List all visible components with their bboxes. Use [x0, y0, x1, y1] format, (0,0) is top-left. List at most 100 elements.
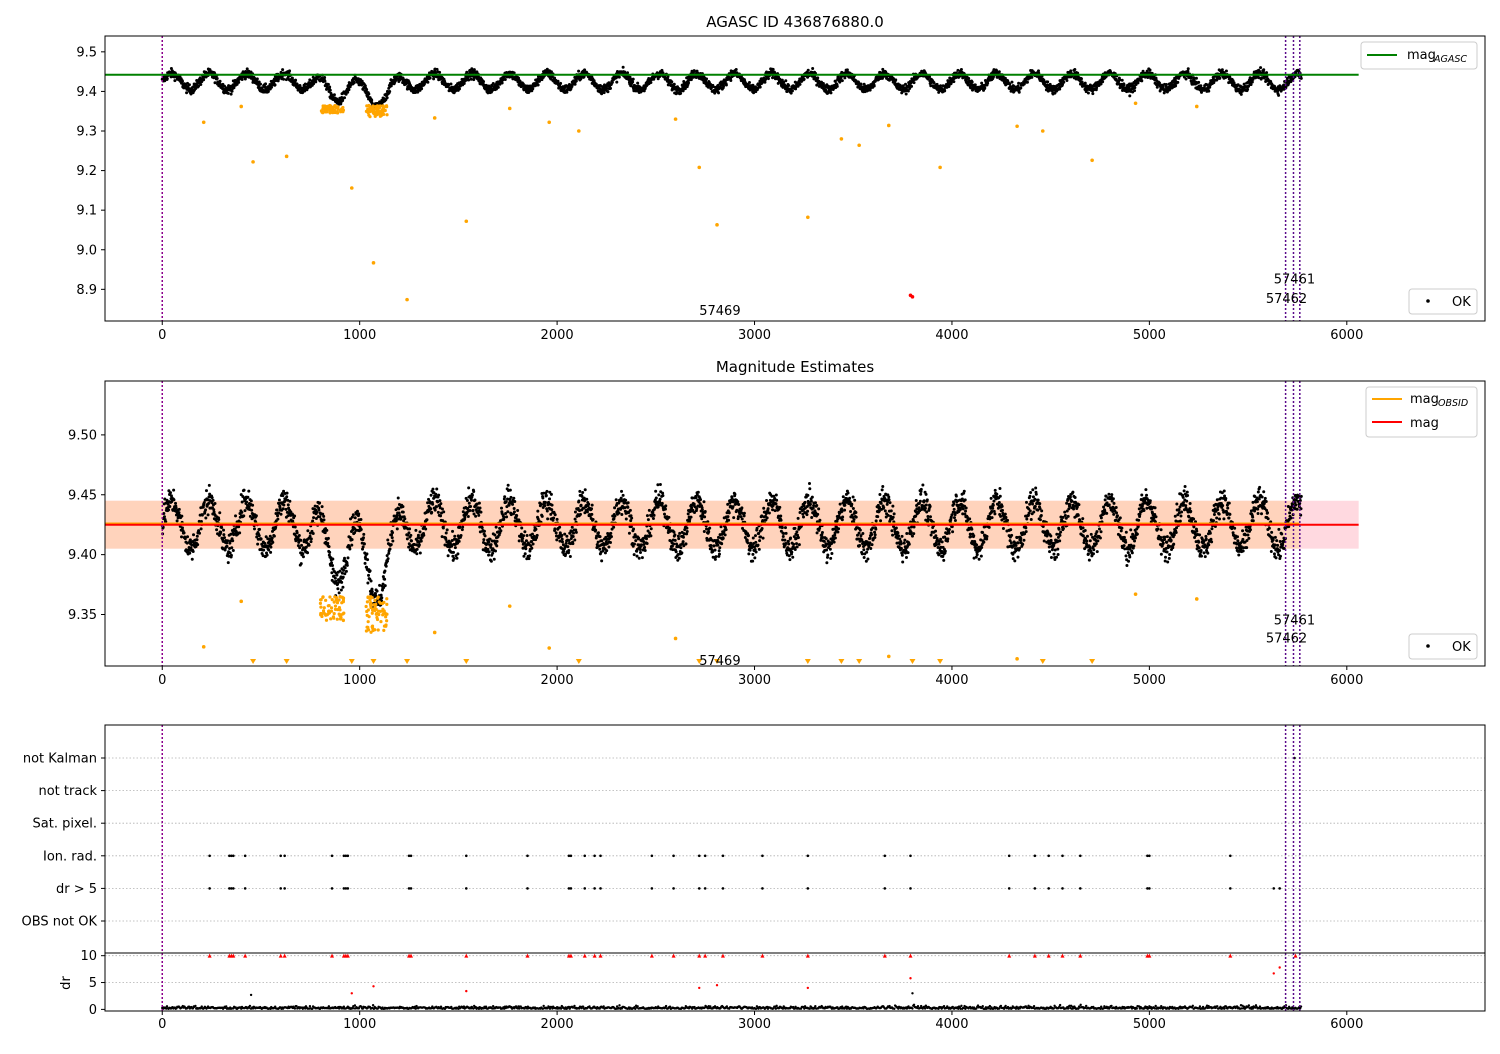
magnitude-ok-point [250, 509, 253, 512]
agasc-ok-point [1026, 81, 1029, 84]
agasc-ok-point [974, 83, 977, 86]
magnitude-ok-point [316, 511, 319, 514]
agasc-ok-point [237, 81, 240, 84]
agasc-ok-point [649, 81, 652, 84]
magnitude-ok-point [237, 525, 240, 528]
magnitude-ok-point [419, 551, 422, 554]
agasc-ok-point [759, 86, 762, 89]
agasc-ok-point [1080, 77, 1083, 80]
agasc-ok-point [449, 83, 452, 86]
agasc-dip-point [329, 109, 332, 112]
agasc-ok-point [1192, 76, 1195, 79]
magnitude-ok-point [176, 519, 179, 522]
magnitude-ok-point [493, 533, 496, 536]
agasc-ok-point [294, 79, 297, 82]
agasc-ytick-label: 9.1 [76, 204, 97, 219]
agasc-outlier-point [577, 129, 581, 133]
magnitude-ok-point [380, 596, 383, 599]
magnitude-ok-point [500, 507, 503, 510]
agasc-ok-point [705, 77, 708, 80]
magnitude-ok-point [342, 569, 345, 572]
magnitude-ok-point [460, 534, 463, 537]
agasc-ok-point [1084, 82, 1087, 85]
magnitude-ok-point [478, 502, 481, 505]
agasc-ok-point [173, 79, 176, 82]
magnitude-ok-point [222, 529, 225, 532]
agasc-ok-point [166, 77, 169, 80]
agasc-ok-point [905, 93, 908, 96]
agasc-outlier-point [464, 219, 468, 223]
magnitude-ok-point [474, 515, 477, 518]
magnitude-ok-point [370, 588, 373, 591]
agasc-ok-point [188, 83, 191, 86]
magnitude-ok-point [178, 508, 181, 511]
magnitude-ok-point [438, 499, 441, 502]
agasc-ok-point [386, 96, 389, 99]
magnitude-ok-point [521, 537, 524, 540]
agasc-ok-point [241, 78, 244, 81]
agasc-ok-point [1137, 81, 1140, 84]
agasc-ok-point [1259, 66, 1262, 69]
magnitude-ok-point [451, 530, 454, 533]
agasc-ok-point [618, 76, 621, 79]
agasc-ok-point [910, 85, 913, 88]
agasc-dip-point [320, 109, 323, 112]
agasc-ok-point [426, 81, 429, 84]
agasc-ok-point [353, 81, 356, 84]
magnitude-ok-point [298, 534, 301, 537]
agasc-ok-point [1017, 82, 1020, 85]
legend-label-ok-agasc: OK [1452, 295, 1471, 310]
magnitude-ok-point [367, 574, 370, 577]
agasc-ok-point [787, 84, 790, 87]
agasc-dip-point [365, 110, 368, 113]
agasc-ok-point [859, 82, 862, 85]
magnitude-ok-point [523, 530, 526, 533]
magnitude-ok-point [348, 548, 351, 551]
agasc-ok-point [622, 66, 625, 69]
magnitude-ok-point [293, 514, 296, 517]
agasc-ok-point [1030, 76, 1033, 79]
magnitude-ok-point [495, 526, 498, 529]
agasc-outlier-point [239, 105, 243, 109]
magnitude-ok-point [357, 512, 360, 515]
magnitude-ok-point [360, 528, 363, 531]
agasc-xtick-label: 6000 [1330, 328, 1363, 343]
magnitude-ok-point [396, 527, 399, 530]
agasc-dip-point [333, 104, 336, 107]
magnitude-ok-point [322, 515, 325, 518]
magnitude-ok-point [253, 527, 256, 530]
magnitude-ok-point [308, 544, 311, 547]
magnitude-ok-point [398, 512, 401, 515]
magnitude-ok-point [343, 557, 346, 560]
agasc-obsid-annotation: 57461 [1274, 272, 1315, 287]
agasc-ok-point [967, 77, 970, 80]
chart-title-magnitude-estimates: Magnitude Estimates [716, 358, 874, 376]
agasc-ok-point [1165, 83, 1168, 86]
agasc-ok-point [202, 78, 205, 81]
agasc-xtick-label: 4000 [935, 328, 968, 343]
magnitude-ok-point [387, 557, 390, 560]
magnitude-ok-point [505, 500, 508, 503]
magnitude-ok-point [299, 539, 302, 542]
agasc-ok-point [281, 68, 284, 71]
agasc-xtick-label: 3000 [738, 328, 771, 343]
magnitude-ok-point [345, 570, 348, 573]
magnitude-ok-point [371, 590, 374, 593]
magnitude-ok-point [513, 507, 516, 510]
magnitude-ok-point [454, 546, 457, 549]
agasc-ok-point [1246, 88, 1249, 91]
magnitude-ok-point [168, 505, 171, 508]
agasc-ok-point [811, 67, 814, 70]
agasc-outlier-point [1195, 105, 1199, 109]
magnitude-ok-point [227, 561, 230, 564]
agasc-ok-point [497, 86, 500, 89]
magnitude-ok-point [526, 534, 529, 537]
agasc-dip-point [379, 115, 382, 118]
magnitude-ok-point [276, 514, 279, 517]
magnitude-ok-point [466, 499, 469, 502]
magnitude-ok-point [192, 550, 195, 553]
magnitude-ok-point [359, 518, 362, 521]
agasc-ok-point [632, 78, 635, 81]
magnitude-ok-point [509, 489, 512, 492]
